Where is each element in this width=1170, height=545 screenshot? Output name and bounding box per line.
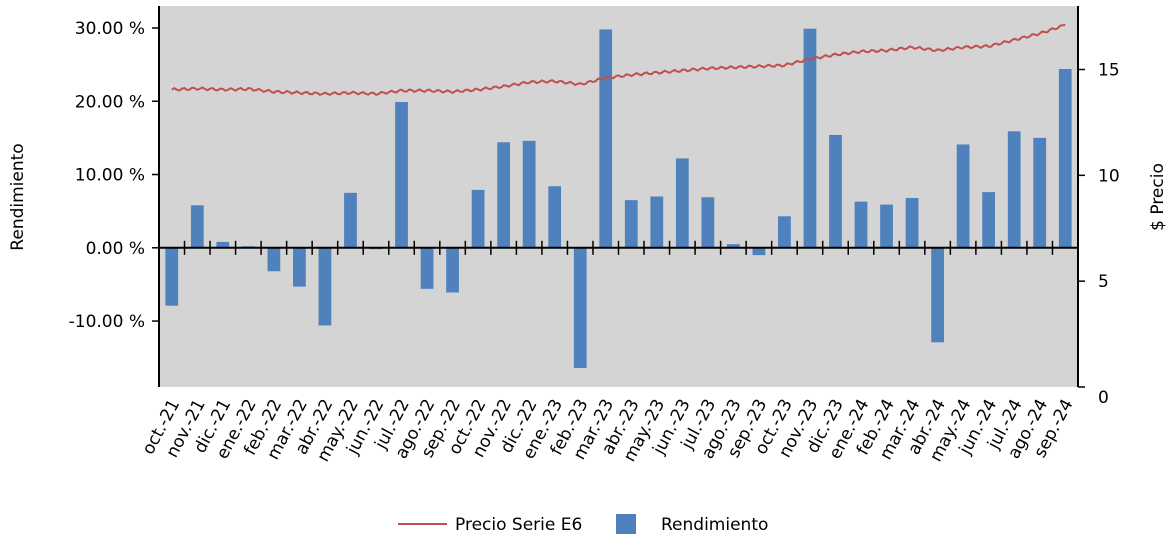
legend: Precio Serie E6 Rendimiento	[398, 514, 768, 535]
category-axis	[158, 240, 1079, 255]
bar	[1058, 69, 1072, 248]
bar	[624, 200, 638, 248]
legend-line-label: Precio Serie E6	[455, 515, 582, 535]
bar	[905, 197, 919, 248]
bar	[165, 247, 179, 306]
left-tick-label: 30.00 %	[75, 19, 145, 39]
bar	[829, 134, 842, 248]
bar	[497, 142, 510, 248]
category-labels: oct.-21nov.-21dic.-21ene.-22feb.-22mar.-…	[139, 396, 1078, 465]
left-axis-title: Rendimiento	[8, 143, 28, 250]
bar	[420, 247, 434, 289]
left-axis: -10.00 % 0.00 % 10.00 % 20.00 % 30.00 %	[69, 6, 160, 387]
left-tick-label: -10.00 %	[69, 312, 145, 332]
price-line	[171, 24, 1066, 97]
bar	[216, 241, 230, 248]
bar-series	[165, 28, 1072, 368]
bar	[395, 101, 408, 248]
right-tick-label: 15	[1098, 61, 1120, 81]
bar	[675, 158, 689, 248]
left-tick-label: 20.00 %	[75, 92, 145, 112]
bar	[880, 204, 893, 248]
left-tick-label: 10.00 %	[75, 166, 145, 186]
plot-area	[159, 6, 1078, 387]
left-tick-label: 0.00 %	[86, 239, 145, 259]
bar	[931, 247, 944, 343]
bar	[190, 205, 204, 248]
bar	[726, 244, 740, 248]
right-tick-label: 5	[1098, 272, 1109, 292]
bar	[778, 216, 791, 248]
bar	[854, 201, 868, 248]
bar	[446, 247, 459, 293]
bar	[293, 247, 306, 287]
bar	[522, 140, 536, 248]
bar	[1033, 137, 1047, 248]
right-tick-label: 10	[1098, 166, 1120, 186]
bar	[267, 247, 281, 272]
bar	[318, 247, 332, 326]
right-axis-title: $ Precio	[1148, 163, 1168, 231]
bar	[752, 247, 766, 256]
bar	[982, 192, 996, 248]
bar	[471, 189, 485, 248]
bar	[573, 247, 587, 368]
legend-bar-swatch	[616, 514, 636, 534]
legend-bar-label: Rendimiento	[661, 515, 768, 535]
bar	[344, 192, 357, 248]
bar	[599, 29, 613, 248]
right-tick-label: 0	[1098, 388, 1109, 408]
bar	[803, 28, 817, 248]
bar	[650, 196, 664, 248]
right-axis: 0 5 10 15	[1077, 6, 1120, 408]
bar	[1007, 131, 1021, 248]
bar	[548, 186, 562, 248]
line-series	[171, 24, 1066, 97]
bar	[956, 144, 970, 248]
bar	[701, 197, 715, 248]
